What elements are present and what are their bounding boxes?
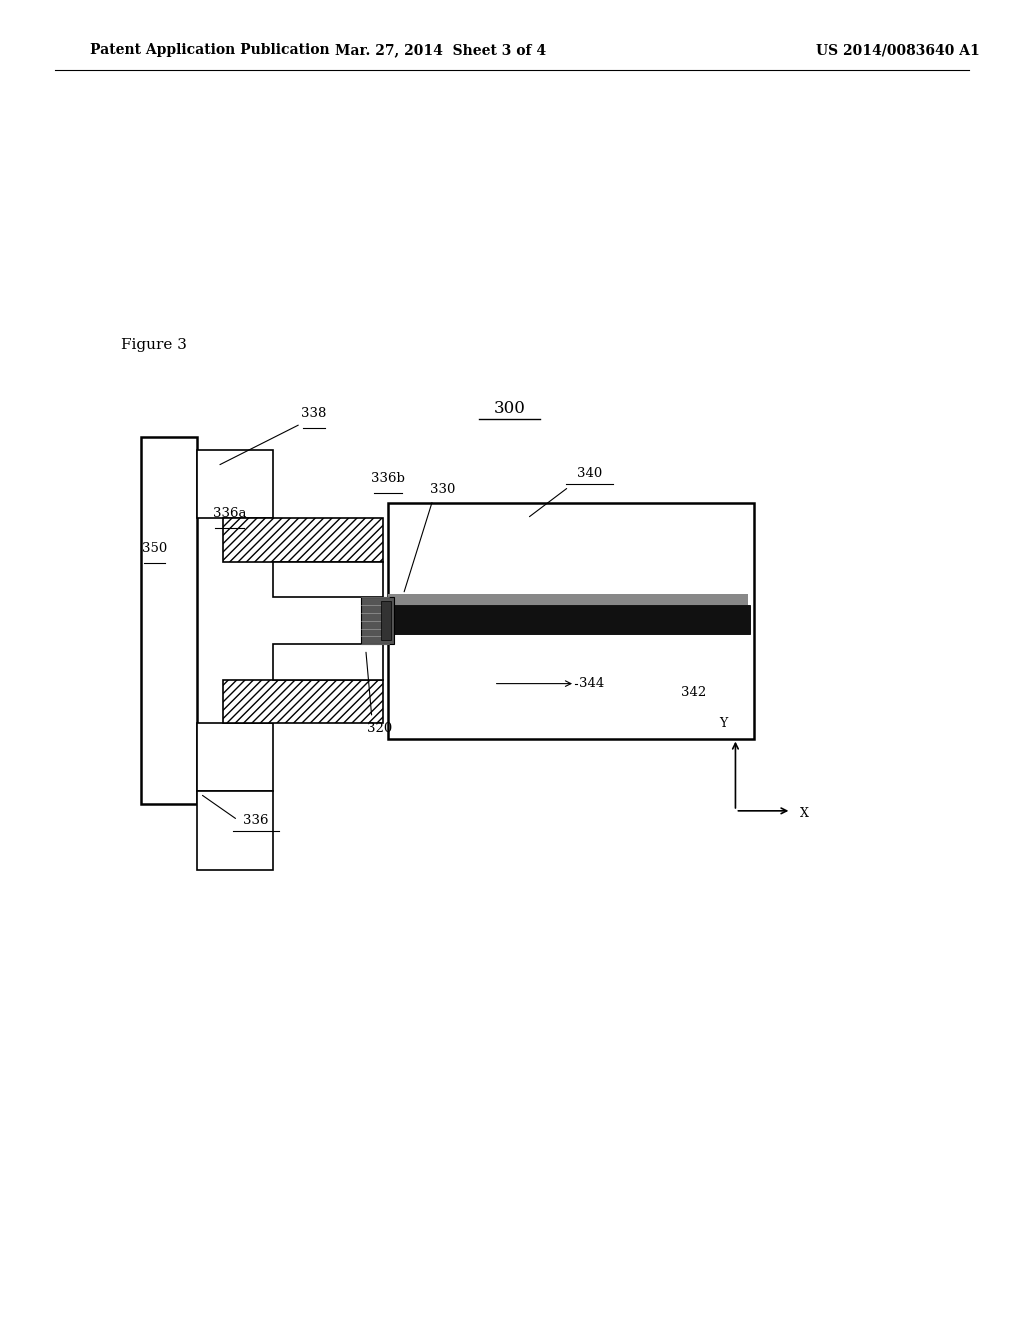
Text: 344: 344	[579, 677, 604, 690]
Text: 330: 330	[430, 483, 456, 496]
Text: Patent Application Publication: Patent Application Publication	[90, 44, 330, 57]
Text: 338: 338	[301, 407, 327, 420]
Bar	[388, 594, 748, 605]
Bar	[273, 644, 383, 680]
Text: 336a: 336a	[213, 507, 247, 520]
Bar	[198, 723, 273, 791]
Bar	[198, 450, 273, 519]
Text: 342: 342	[681, 686, 706, 700]
Text: Y: Y	[719, 717, 727, 730]
Text: 340: 340	[577, 467, 602, 480]
Text: X: X	[800, 807, 808, 820]
Bar	[198, 791, 273, 870]
Bar	[381, 601, 391, 640]
Text: 336: 336	[244, 813, 269, 826]
Text: 320: 320	[368, 722, 392, 735]
Text: US 2014/0083640 A1: US 2014/0083640 A1	[816, 44, 980, 57]
Bar	[222, 680, 383, 723]
Bar	[388, 605, 750, 634]
Text: Mar. 27, 2014  Sheet 3 of 4: Mar. 27, 2014 Sheet 3 of 4	[335, 44, 547, 57]
Bar	[273, 561, 383, 597]
Text: Figure 3: Figure 3	[121, 338, 186, 352]
Bar	[388, 503, 754, 739]
Text: 336b: 336b	[371, 473, 406, 486]
Bar	[360, 597, 394, 644]
Text: 300: 300	[494, 400, 526, 417]
Bar	[222, 519, 383, 561]
Bar	[141, 437, 198, 804]
Text: 350: 350	[142, 543, 167, 554]
